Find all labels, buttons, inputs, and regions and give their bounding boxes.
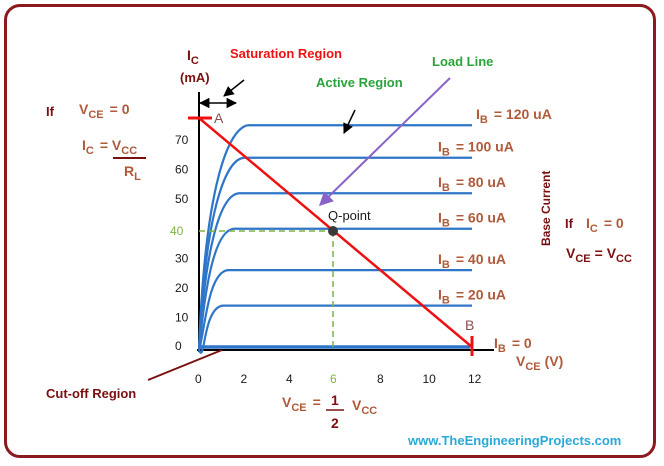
- load-line-label: Load Line: [432, 54, 493, 69]
- curve-label: IB = 100 uA: [438, 139, 514, 159]
- y-tick-label: 70: [175, 133, 189, 147]
- curve-ib: [197, 156, 472, 351]
- curve-label: IB = 60 uA: [438, 210, 506, 230]
- curve-label: IB = 80 uA: [438, 174, 506, 194]
- svg-text:If: If: [46, 104, 55, 119]
- point-b-label: B: [465, 317, 474, 333]
- svg-text:VCE= 0: VCE = 0: [79, 101, 130, 121]
- curve-label: IB = 20 uA: [438, 287, 506, 307]
- x-tick-label: 0: [195, 372, 202, 386]
- y-tick-label: 30: [175, 251, 189, 265]
- x-tick-label: 4: [286, 372, 293, 386]
- x-tick-label: 2: [241, 372, 248, 386]
- active-region-label: Active Region: [316, 75, 403, 90]
- curve-ib: [197, 192, 472, 351]
- svg-text:VCC: VCC: [352, 397, 377, 417]
- y-tick-label: 10: [175, 310, 189, 324]
- y-axis-unit: (mA): [180, 70, 210, 85]
- y-tick-label: 50: [175, 192, 189, 206]
- curve-ib: [197, 269, 472, 351]
- x-axis-label: VCE (V): [516, 353, 563, 373]
- left-condition: If VCE = 0 IC = VCC RL: [46, 101, 146, 183]
- q-vce-tick-label: 6: [330, 372, 337, 386]
- bottom-formula: VCE = 1 2 VCC: [282, 392, 377, 431]
- svg-text:RL: RL: [124, 163, 141, 183]
- curve-labels: IB = 120 uA IB = 100 uA IB = 80 uA IB = 60 uA IB…: [438, 106, 552, 355]
- q-ic-tick-label: 40: [170, 224, 184, 238]
- cutoff-region-pointer: [147, 349, 223, 381]
- curve-ib: [197, 304, 472, 354]
- svg-text:If: If: [565, 216, 574, 231]
- base-current-curves: [197, 124, 472, 354]
- q-point-dot: [328, 226, 338, 236]
- svg-text:VCE=: VCE =: [282, 394, 321, 414]
- right-condition: If IC = 0 VCE = VCC: [565, 215, 632, 265]
- svg-text:VCE= VCC: VCE = VCC: [566, 245, 632, 265]
- saturation-region-label: Saturation Region: [230, 46, 342, 61]
- active-region-pointer: [343, 109, 356, 134]
- figure-frame: [4, 4, 656, 458]
- point-a-label: A: [214, 110, 224, 126]
- x-tick-label: 12: [468, 372, 482, 386]
- curve-label: IB = 0: [494, 335, 532, 355]
- cutoff-region-label: Cut-off Region: [46, 386, 136, 401]
- footer-url: www.TheEngineeringProjects.com: [407, 433, 621, 448]
- svg-text:IC= 0: IC = 0: [586, 215, 624, 235]
- svg-text:IC= VCC: IC = VCC: [82, 137, 137, 157]
- axis-ticks: 0 2 4 8 10 12 0 10 20 30 50 60 70: [175, 133, 482, 386]
- y-tick-label: 0: [175, 339, 182, 353]
- y-axis-label: IC: [187, 47, 199, 67]
- curve-label: IB = 120 uA: [476, 106, 552, 126]
- saturation-pointer: [223, 79, 245, 97]
- x-tick-label: 8: [377, 372, 384, 386]
- q-point-label: Q-point: [328, 208, 371, 223]
- y-tick-label: 60: [175, 163, 189, 177]
- y-tick-label: 20: [175, 281, 189, 295]
- base-current-label: Base Current: [539, 171, 553, 246]
- x-tick-label: 10: [423, 372, 437, 386]
- svg-text:2: 2: [331, 415, 339, 431]
- load-line-pointer: [318, 77, 451, 206]
- svg-text:1: 1: [331, 392, 339, 408]
- curve-ib: [197, 227, 472, 351]
- curve-label: IB = 40 uA: [438, 251, 506, 271]
